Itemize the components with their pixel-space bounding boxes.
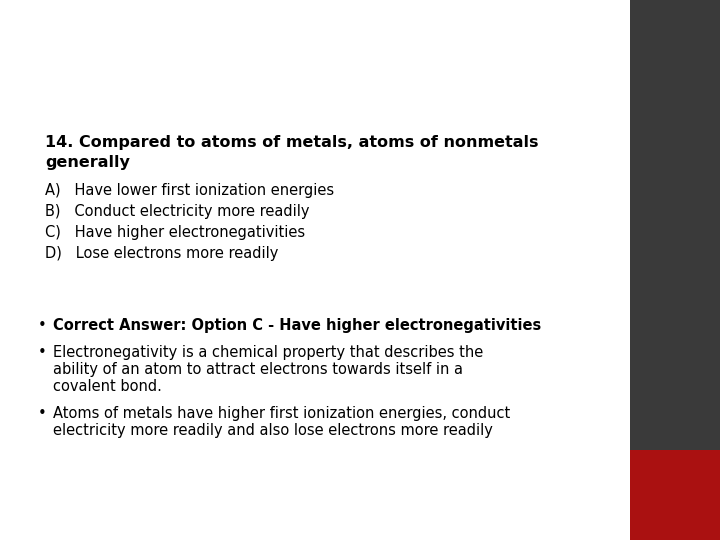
Text: A)   Have lower first ionization energies: A) Have lower first ionization energies	[45, 183, 334, 198]
Text: Atoms of metals have higher first ionization energies, conduct: Atoms of metals have higher first ioniza…	[53, 406, 510, 421]
Text: 14. Compared to atoms of metals, atoms of nonmetals: 14. Compared to atoms of metals, atoms o…	[45, 135, 539, 150]
Text: •: •	[38, 406, 47, 421]
Text: D)   Lose electrons more readily: D) Lose electrons more readily	[45, 246, 279, 261]
Text: Electronegativity is a chemical property that describes the: Electronegativity is a chemical property…	[53, 345, 483, 360]
Text: ability of an atom to attract electrons towards itself in a: ability of an atom to attract electrons …	[53, 362, 463, 377]
Text: •: •	[38, 318, 47, 333]
Text: C)   Have higher electronegativities: C) Have higher electronegativities	[45, 225, 305, 240]
Text: •: •	[38, 345, 47, 360]
Text: Correct Answer: Option C - Have higher electronegativities: Correct Answer: Option C - Have higher e…	[53, 318, 541, 333]
Text: covalent bond.: covalent bond.	[53, 379, 162, 394]
Text: B)   Conduct electricity more readily: B) Conduct electricity more readily	[45, 204, 310, 219]
Text: generally: generally	[45, 155, 130, 170]
Text: electricity more readily and also lose electrons more readily: electricity more readily and also lose e…	[53, 423, 493, 438]
Bar	[0, 0, 630, 540]
Bar	[630, 0, 720, 540]
Bar	[630, 450, 720, 540]
